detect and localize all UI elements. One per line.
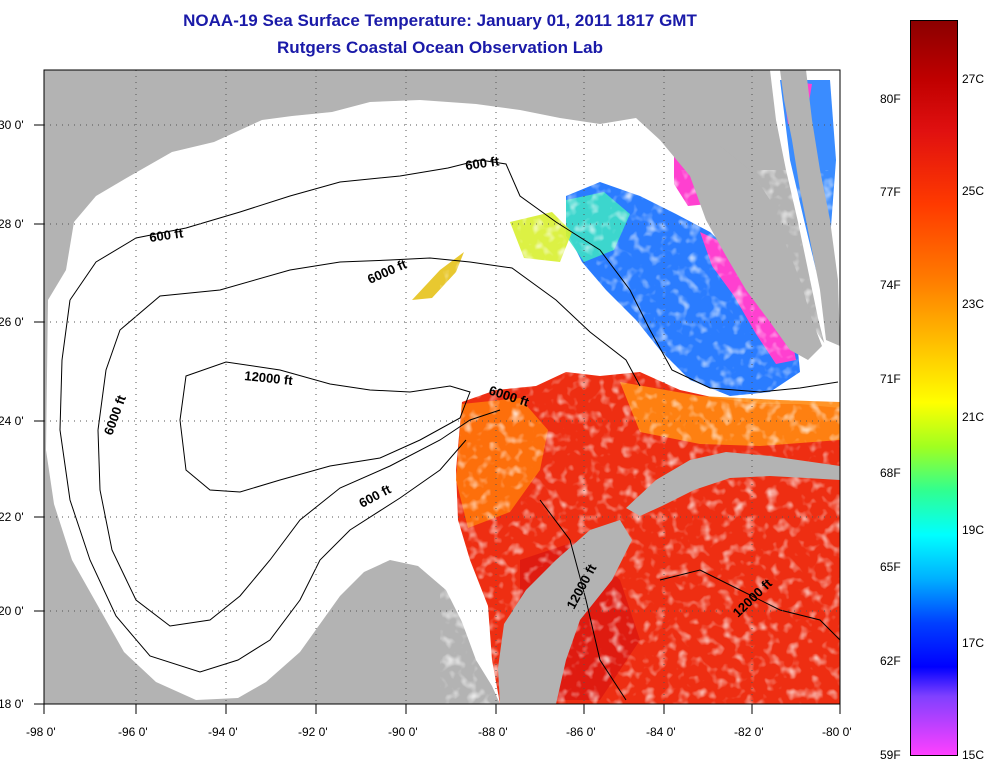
lat-label-30: 30 0' <box>0 118 24 132</box>
lat-label-24: 24 0' <box>0 414 24 428</box>
lon-label-84: -84 0' <box>646 725 676 739</box>
colorbar-f-65: 65F <box>880 560 901 574</box>
colorbar-c-15: 15C <box>962 748 985 762</box>
cuba-island <box>626 452 840 516</box>
map-title: NOAA-19 Sea Surface Temperature: January… <box>183 11 697 30</box>
lon-label-88: -88 0' <box>478 725 508 739</box>
map-subtitle: Rutgers Coastal Ocean Observation Lab <box>277 38 603 57</box>
lon-label-80: -80 0' <box>822 725 852 739</box>
colorbar-f-62: 62F <box>880 654 901 668</box>
contour-6000ft-west <box>97 409 501 627</box>
map-frame <box>43 69 841 705</box>
colorbar-f-77: 77F <box>880 185 901 199</box>
contour-label-600ft-north: 600 ft <box>464 153 500 173</box>
colorbar-c-21: 21C <box>962 410 985 424</box>
lat-label-28: 28 0' <box>0 217 24 231</box>
lon-label-82: -82 0' <box>734 725 764 739</box>
contour-label-600ft-west: 600 ft <box>148 225 184 245</box>
yucatan-peninsula <box>498 520 632 704</box>
bathymetry-contours <box>59 159 840 701</box>
lat-label-26: 26 0' <box>0 315 24 329</box>
lon-label-98: -98 0' <box>26 725 56 739</box>
colorbar-c-17: 17C <box>962 636 985 650</box>
colorbar-f-71: 71F <box>880 372 901 386</box>
colorbar-c-27: 27C <box>962 72 985 86</box>
florida-peninsula <box>636 118 822 360</box>
colorbar-c-19: 19C <box>962 523 985 537</box>
lon-label-90: -90 0' <box>388 725 418 739</box>
lon-label-86: -86 0' <box>566 725 596 739</box>
lon-label-92: -92 0' <box>298 725 328 739</box>
contour-12000ft-carib <box>659 569 840 641</box>
florida-east-land <box>780 70 840 346</box>
lat-label-20: 20 0' <box>0 604 24 618</box>
colorbar-c-25: 25C <box>962 184 985 198</box>
colorbar-f-80: 80F <box>880 92 901 106</box>
colorbar-f-74: 74F <box>880 278 901 292</box>
colorbar <box>910 20 958 756</box>
colorbar-c-23: 23C <box>962 297 985 311</box>
colorbar-f-68: 68F <box>880 466 901 480</box>
contour-label-12000ft: 12000 ft <box>244 368 294 388</box>
contour-600ft-west <box>59 299 467 673</box>
tick-marks <box>34 124 841 714</box>
lat-label-18: 18 0' <box>0 697 24 711</box>
lat-label-22: 22 0' <box>0 510 24 524</box>
contour-600ft-north <box>69 159 839 393</box>
contour-12000ft <box>179 361 471 493</box>
contour-6000ft-north <box>97 257 641 431</box>
lon-label-94: -94 0' <box>208 725 238 739</box>
colorbar-f-59: 59F <box>880 748 901 762</box>
grid-lines <box>44 70 840 704</box>
contour-12000ft-south <box>539 499 627 701</box>
lon-label-96: -96 0' <box>118 725 148 739</box>
